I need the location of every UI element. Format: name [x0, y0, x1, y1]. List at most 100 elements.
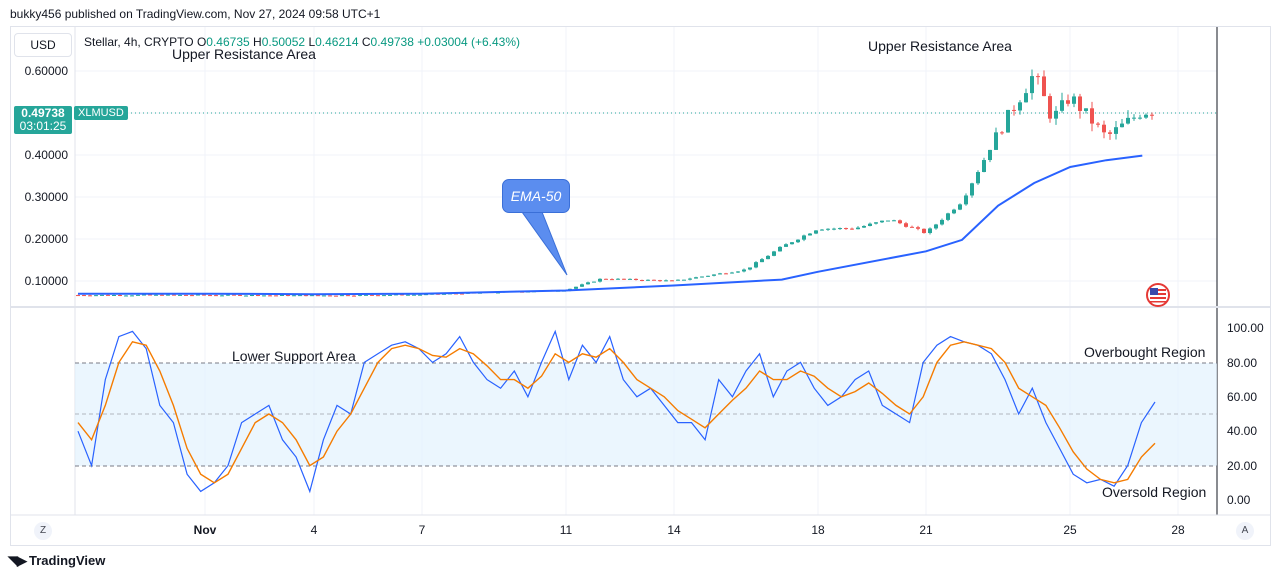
candle-body [118, 294, 122, 296]
candle-body [1084, 108, 1088, 111]
candle-body [346, 295, 350, 297]
stoch-d-line [77, 341, 1156, 484]
tradingview-footer[interactable]: ◥▶ TradingView [8, 553, 105, 569]
candle-body [664, 280, 668, 282]
candle-body [952, 209, 956, 214]
candle-body [262, 295, 266, 297]
candle-body [676, 279, 680, 281]
candle-body [880, 220, 884, 223]
candle-body [226, 294, 230, 296]
symbol-info: Stellar, 4h, CRYPTO [84, 35, 194, 49]
candle-body [244, 295, 248, 297]
candle-body [304, 295, 308, 297]
candle-body [1126, 117, 1130, 124]
candle-body [580, 284, 584, 287]
annotation-lower-support: Lower Support Area [232, 348, 356, 364]
candle-body [1024, 93, 1028, 103]
close-label: C [361, 35, 371, 49]
price-tick: 0.60000 [24, 64, 68, 78]
candle-body [1078, 96, 1082, 111]
timezone-button[interactable]: Z [34, 522, 52, 540]
candle-body [832, 228, 836, 230]
candle-body [88, 295, 92, 297]
open-label: O [196, 35, 207, 49]
candle-body [76, 295, 80, 297]
candle-body [280, 294, 284, 296]
candle-body [238, 294, 242, 296]
candle-body [736, 271, 740, 273]
candle-body [658, 280, 662, 282]
candle-body [328, 295, 332, 297]
currency-button[interactable]: USD [14, 33, 72, 57]
candle-body [682, 279, 686, 281]
candle-body [766, 255, 770, 260]
candle-body [718, 273, 722, 275]
candle-body [250, 295, 254, 297]
candle-body [1048, 96, 1052, 119]
annotation-overbought: Overbought Region [1084, 344, 1206, 360]
tradingview-logo-icon: ◥▶ [8, 553, 27, 568]
candle-body [364, 294, 368, 296]
date-tick: 4 [310, 523, 318, 537]
candle-body [406, 294, 410, 296]
candle-body [256, 295, 260, 297]
candle-body [598, 278, 602, 282]
candle-body [340, 295, 344, 297]
candle-body [1138, 117, 1142, 119]
candle-body [634, 278, 638, 280]
candle-body [424, 294, 428, 296]
candle-body [976, 172, 980, 184]
candle-body [310, 295, 314, 297]
candle-body [910, 226, 914, 228]
brand-name: TradingView [29, 553, 106, 568]
candle-body [82, 295, 86, 297]
candle-body [1132, 117, 1136, 119]
candle-body [382, 295, 386, 297]
auto-scale-button[interactable]: A [1236, 522, 1254, 540]
candle-body [724, 273, 728, 275]
us-flag-icon[interactable] [1146, 283, 1170, 307]
candle-body [286, 294, 290, 296]
candle-body [820, 229, 824, 231]
candle-body [316, 295, 320, 297]
high-value: 0.50052 [261, 35, 306, 49]
published-line: bukky456 published on TradingView.com, N… [10, 7, 381, 21]
candle-body [322, 295, 326, 297]
candle-body [1000, 132, 1004, 134]
price-tick: 0.30000 [24, 190, 68, 204]
candle-body [748, 267, 752, 270]
osc-tick: 0.00 [1227, 493, 1251, 507]
candle-body [184, 294, 188, 296]
candle-body [586, 282, 590, 285]
candle-body [628, 278, 632, 280]
candle-body [688, 278, 692, 280]
candle-body [1150, 114, 1154, 116]
candle-body [970, 183, 974, 196]
date-tick: 25 [1063, 523, 1077, 537]
ema-50-line [77, 154, 1143, 296]
candle-body [1090, 108, 1094, 124]
candle-body [802, 235, 806, 240]
ohlc-legend: Stellar, 4h, CRYPTO O0.46735 H0.50052 L0… [84, 35, 520, 49]
osc-tick: 40.00 [1227, 424, 1258, 438]
osc-tick: 100.00 [1227, 321, 1264, 335]
candle-body [964, 195, 968, 205]
candle-body [1096, 123, 1100, 125]
current-price-badge: 0.49738 03:01:25 [14, 106, 72, 134]
date-tick: Nov [193, 523, 217, 537]
candle-body [916, 227, 920, 229]
candle-body [904, 223, 908, 227]
candle-body [142, 294, 146, 296]
candle-body [826, 228, 830, 230]
candle-body [1006, 109, 1010, 133]
candle-body [400, 294, 404, 296]
price-tick: 0.10000 [24, 274, 68, 288]
low-label: L [308, 35, 316, 49]
date-tick: 18 [811, 523, 825, 537]
candles [76, 69, 1154, 297]
osc-tick: 20.00 [1227, 459, 1258, 473]
candle-body [694, 277, 698, 279]
date-tick: 21 [919, 523, 933, 537]
candle-body [418, 294, 422, 296]
